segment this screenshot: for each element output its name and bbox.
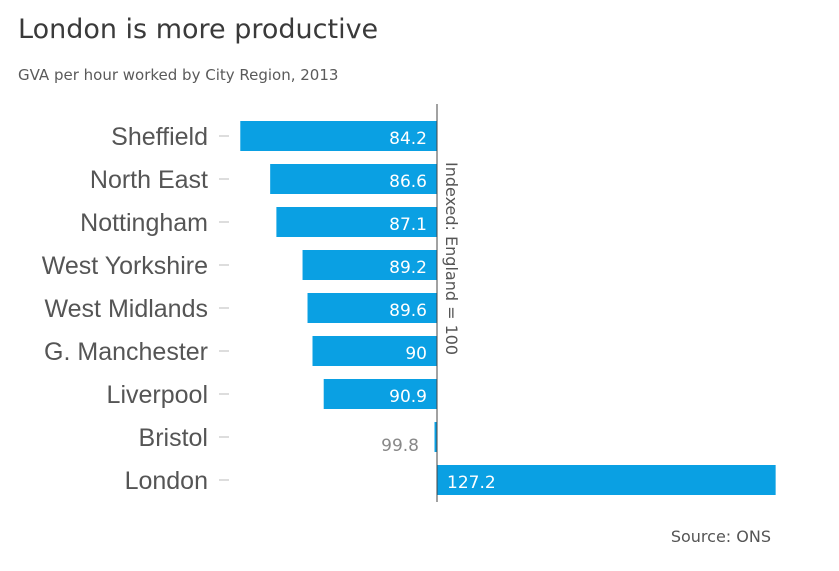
chart-subtitle: GVA per hour worked by City Region, 2013: [18, 66, 339, 84]
category-label: West Yorkshire: [42, 252, 208, 280]
value-label: 84.2: [389, 129, 427, 149]
bar: [323, 379, 437, 409]
bar: [276, 207, 437, 237]
bar: [307, 293, 437, 323]
category-label: West Midlands: [45, 295, 209, 323]
category-label: North East: [90, 166, 208, 194]
value-label: 99.8: [381, 436, 419, 456]
value-label: 89.6: [389, 301, 427, 321]
source-note: Source: ONS: [670, 527, 771, 546]
category-label: Liverpool: [107, 381, 208, 409]
value-label: 127.2: [447, 473, 496, 493]
bar: [437, 465, 776, 495]
category-label: Nottingham: [80, 209, 208, 237]
bar: [270, 164, 437, 194]
value-label: 90.9: [389, 387, 427, 407]
value-label: 87.1: [389, 215, 427, 235]
category-label: G. Manchester: [44, 338, 208, 366]
category-label: Sheffield: [111, 123, 208, 151]
baseline-annotation: Indexed: England = 100: [442, 162, 461, 355]
value-label: 86.6: [389, 172, 427, 192]
category-label: Bristol: [139, 424, 208, 452]
chart-title: London is more productive: [18, 14, 379, 45]
bar: [240, 121, 437, 151]
category-label: London: [125, 467, 208, 495]
bar: [302, 250, 437, 280]
value-label: 90: [405, 344, 427, 364]
bar: [312, 336, 437, 366]
value-label: 89.2: [389, 258, 427, 278]
bar: [434, 422, 437, 452]
